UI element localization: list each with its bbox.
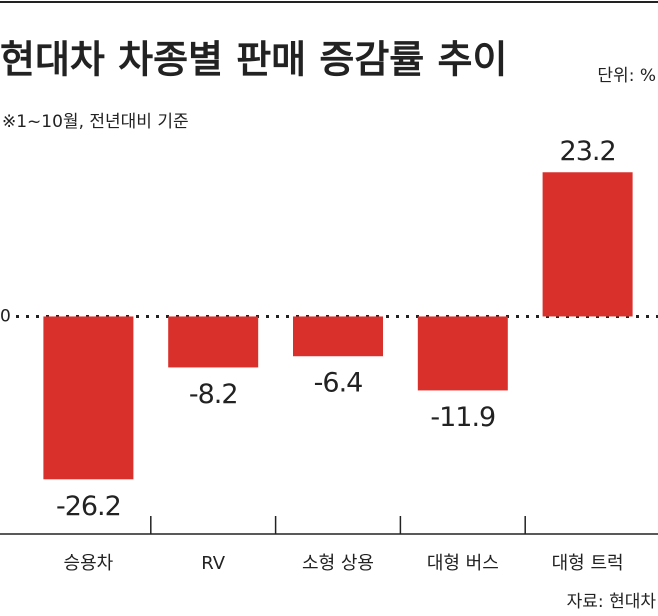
bar xyxy=(542,172,633,317)
value-label: -8.2 xyxy=(189,379,238,410)
y-tick-label: 0 xyxy=(0,306,11,326)
value-label: -26.2 xyxy=(56,491,121,522)
value-label: -6.4 xyxy=(314,368,363,399)
x-tick-label: 소형 상용 xyxy=(302,553,374,574)
x-tick-label: 승용차 xyxy=(64,553,114,574)
bar xyxy=(43,316,134,480)
bar xyxy=(293,316,383,357)
x-tick-label: 대형 트럭 xyxy=(552,553,624,574)
bar xyxy=(168,316,259,368)
subtitle: ※1~10월, 전년대비 기준 xyxy=(2,112,189,132)
x-tick-label: RV xyxy=(201,553,226,574)
value-label: 23.2 xyxy=(560,136,616,167)
unit: 단위: % xyxy=(597,66,656,86)
x-tick-label: 대형 버스 xyxy=(427,553,499,574)
source: 자료: 현대차 xyxy=(567,592,657,612)
chart-title: 현대차 차종별 판매 증감률 추이 xyxy=(0,38,507,82)
bar xyxy=(417,316,508,391)
value-label: -11.9 xyxy=(430,402,495,433)
